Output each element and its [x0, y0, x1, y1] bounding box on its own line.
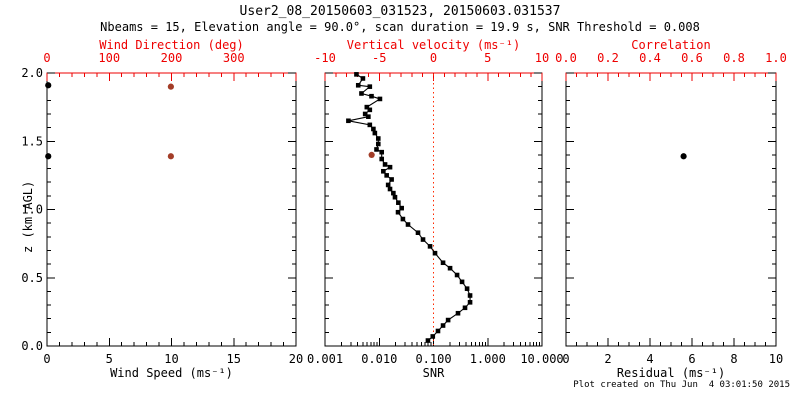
plot-title: User2_08_20150603_031523, 20150603.03153… [239, 4, 561, 19]
x-tick-label: 15 [227, 352, 241, 366]
x2-tick-label: 200 [161, 51, 183, 65]
x-tick-label: 4 [646, 352, 653, 366]
y-tick-label: 2.0 [21, 66, 43, 80]
panel-wind: 0 5 10 15 200 100 200 300 [43, 51, 303, 366]
vertical-velocity-axis-title: Vertical velocity (ms⁻¹) [346, 38, 521, 52]
x-tick-label: 10.000 [520, 352, 563, 366]
creation-timestamp: Plot created on Thu Jun 4 03:01:50 2015 [573, 380, 790, 390]
snr-axis-title: SNR [422, 366, 445, 380]
snr-profile [346, 72, 473, 343]
x-tick-label: 6 [688, 352, 695, 366]
x2-tick-label: 0.6 [681, 51, 703, 65]
wind-direction-points [167, 83, 174, 160]
residual-axis-title: Residual (ms⁻¹) [616, 366, 726, 380]
x2-tick-label: 0.0 [555, 51, 577, 65]
x2-tick-label: 0.4 [639, 51, 661, 65]
y-tick-label: 0.5 [21, 271, 43, 285]
x-tick-label: 0.001 [307, 352, 343, 366]
y-tick-label: 1.0 [21, 203, 43, 217]
x-tick-label: 0 [562, 352, 569, 366]
x2-tick-label: 300 [223, 51, 245, 65]
wind-speed-points [45, 82, 52, 160]
x-tick-label: 20 [289, 352, 303, 366]
x-tick-label: 1.000 [470, 352, 506, 366]
x2-tick-label: 10 [535, 51, 549, 65]
x2-tick-label: 0 [430, 51, 437, 65]
vertical-velocity-points [368, 151, 375, 158]
correlation-axis-title: Correlation [631, 38, 711, 52]
x2-tick-label: 1.0 [765, 51, 787, 65]
panel-residual-correlation: 0 2 4 6 8 10 0.0 0.2 0.4 0.6 0.8 1.0 [555, 51, 787, 366]
wind-direction-axis-title: Wind Direction (deg) [99, 38, 244, 52]
x2-tick-label: -10 [314, 51, 336, 65]
x-tick-label: 10 [769, 352, 783, 366]
x-tick-label: 0 [43, 352, 50, 366]
x-tick-label: 0.010 [361, 352, 397, 366]
x-tick-label: 8 [730, 352, 737, 366]
x2-tick-label: 0.8 [723, 51, 745, 65]
x2-tick-label: 5 [484, 51, 491, 65]
x2-tick-label: -5 [372, 51, 386, 65]
wind-speed-axis-title: Wind Speed (ms⁻¹) [110, 366, 233, 380]
panel-snr-velocity: 0.001 0.010 0.100 1.000 10.000 -10 -5 0 5 10 [307, 51, 564, 366]
residual-points [680, 153, 687, 160]
x-tick-label: 5 [106, 352, 113, 366]
plot-subtitle: Nbeams = 15, Elevation angle = 90.0°, sc… [100, 20, 700, 34]
x-tick-label: 2 [604, 352, 611, 366]
x2-tick-label: 0 [43, 51, 50, 65]
x2-tick-label: 100 [98, 51, 120, 65]
x-tick-label: 0.100 [415, 352, 451, 366]
x2-tick-label: 0.2 [597, 51, 619, 65]
x-tick-label: 10 [164, 352, 178, 366]
y-tick-label: 0.0 [21, 339, 43, 353]
y-tick-label: 1.5 [21, 134, 43, 148]
